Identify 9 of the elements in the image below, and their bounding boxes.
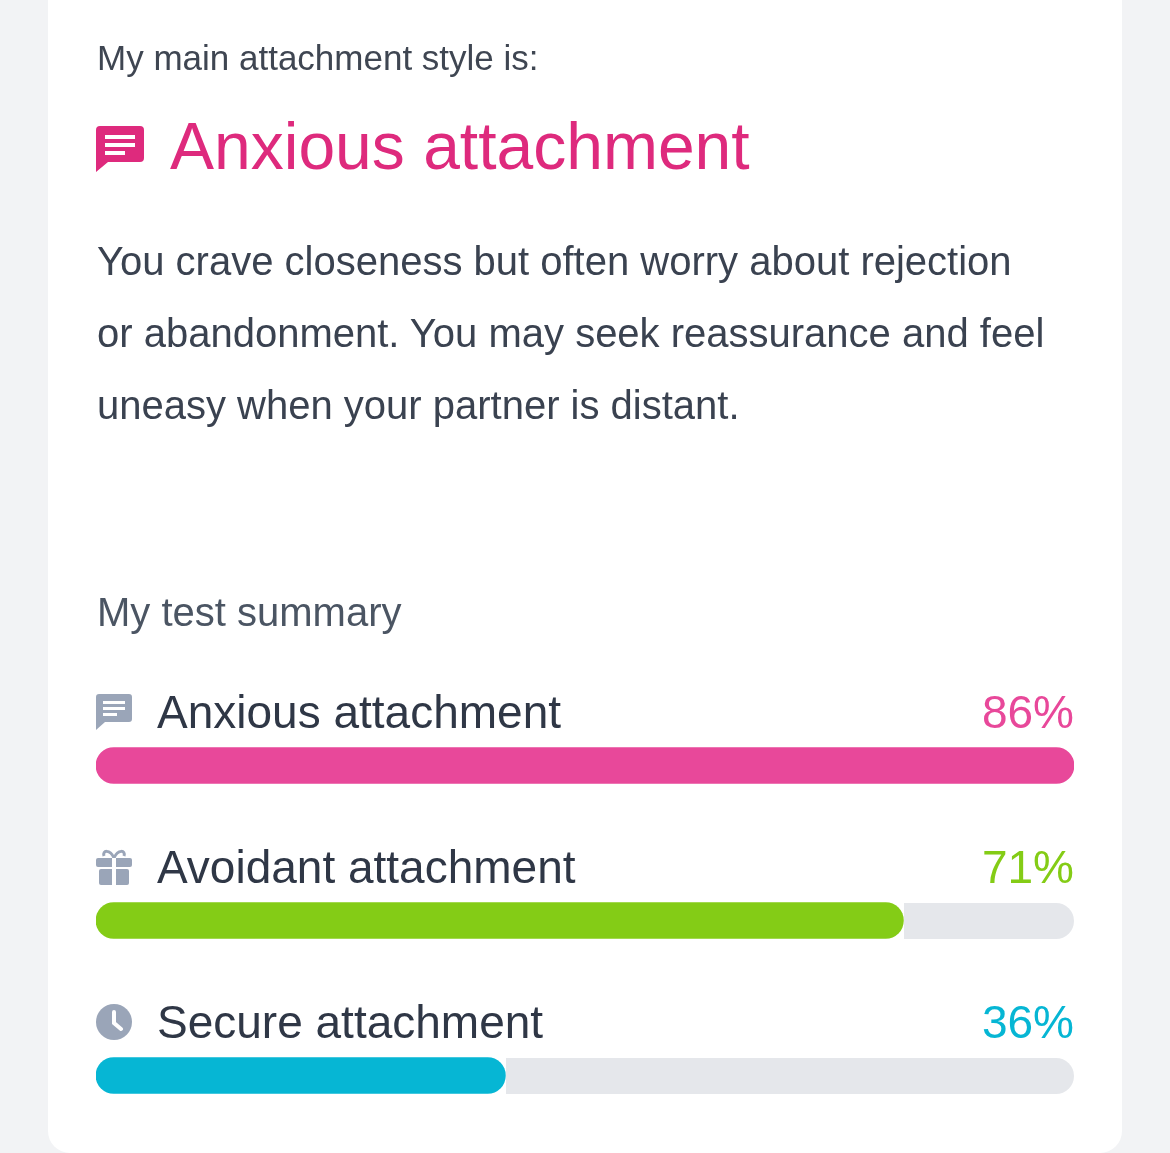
y-tick-label: Secure attachment	[157, 995, 544, 1048]
data-label: 36%	[981, 995, 1074, 1048]
text: You crave closeness but often worry about rejection or abandonment. You may seek reassurance and feel uneasy when your partner is distant.	[97, 238, 1046, 429]
data-label: 86%	[981, 685, 1074, 738]
y-tick-label: Avoidant attachment	[157, 840, 576, 893]
text: My main attachment style is:	[97, 38, 539, 78]
data-label: 71%	[981, 840, 1074, 893]
y-tick-label: Anxious attachment	[157, 685, 562, 738]
chart-title: My test summary	[97, 590, 402, 635]
